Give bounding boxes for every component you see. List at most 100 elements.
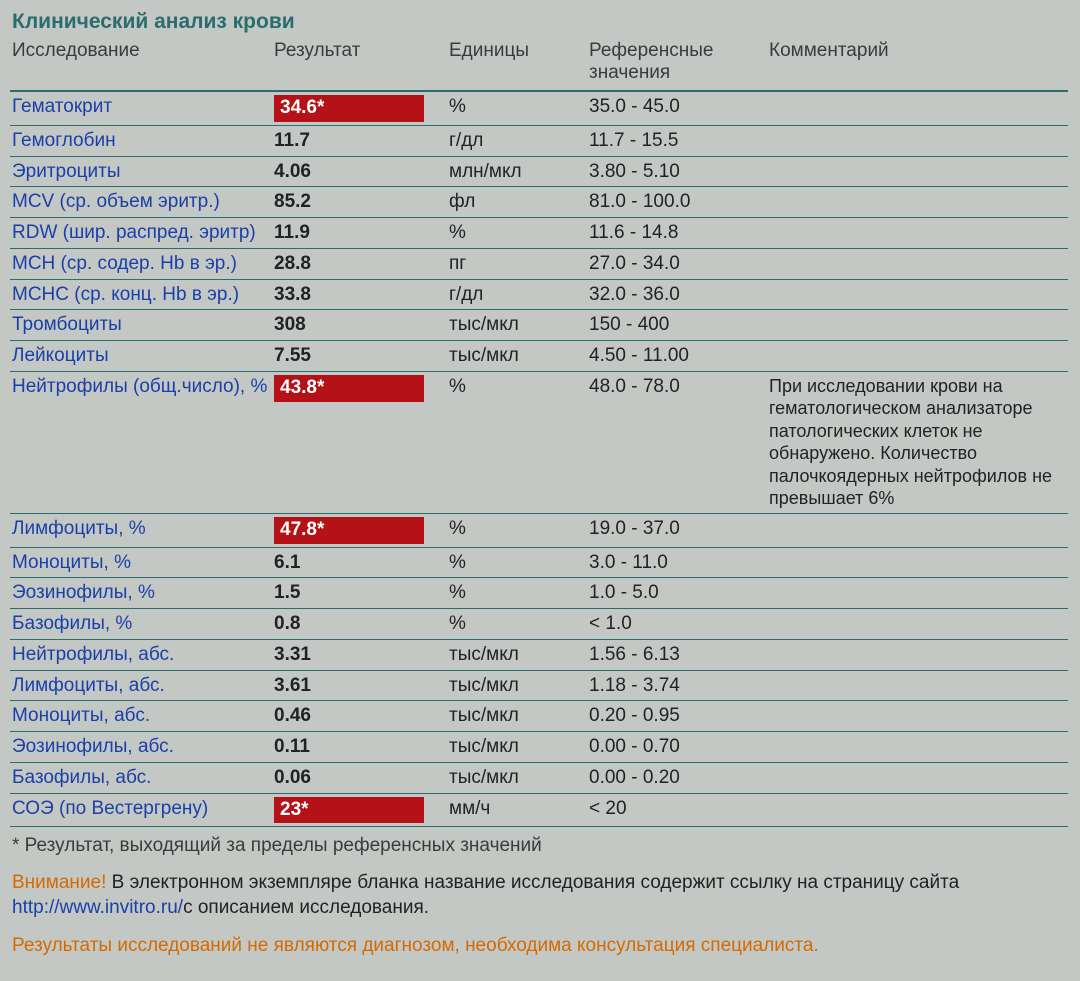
result-value: 0.8 bbox=[274, 613, 300, 634]
result-cell: 23* bbox=[272, 793, 447, 827]
result-cell: 43.8* bbox=[272, 371, 447, 513]
table-row: Гематокрит34.6*%35.0 - 45.0 bbox=[10, 91, 1068, 125]
table-row: Лимфоциты, %47.8*%19.0 - 37.0 bbox=[10, 513, 1068, 547]
comment bbox=[767, 670, 1068, 701]
reference-range: < 1.0 bbox=[587, 609, 767, 640]
result-cell: 34.6* bbox=[272, 91, 447, 125]
result-cell: 28.8 bbox=[272, 248, 447, 279]
table-row: Эозинофилы, %1.5%1.0 - 5.0 bbox=[10, 578, 1068, 609]
result-value: 28.8 bbox=[274, 253, 311, 274]
reference-range: 3.0 - 11.0 bbox=[587, 547, 767, 578]
test-name[interactable]: СОЭ (по Вестергрену) bbox=[10, 793, 272, 827]
comment bbox=[767, 701, 1068, 732]
test-name[interactable]: Лимфоциты, абс. bbox=[10, 670, 272, 701]
result-value: 1.5 bbox=[274, 582, 300, 603]
result-cell: 3.61 bbox=[272, 670, 447, 701]
test-name[interactable]: RDW (шир. распред. эритр) bbox=[10, 218, 272, 249]
units: % bbox=[447, 609, 587, 640]
test-name[interactable]: Моноциты, % bbox=[10, 547, 272, 578]
comment bbox=[767, 125, 1068, 156]
reference-range: 19.0 - 37.0 bbox=[587, 513, 767, 547]
result-value-flagged: 47.8* bbox=[274, 517, 424, 544]
test-name[interactable]: Лейкоциты bbox=[10, 341, 272, 372]
table-row: RDW (шир. распред. эритр)11.9%11.6 - 14.… bbox=[10, 218, 1068, 249]
result-cell: 11.9 bbox=[272, 218, 447, 249]
test-name[interactable]: Эозинофилы, абс. bbox=[10, 732, 272, 763]
footnote: * Результат, выходящий за пределы рефере… bbox=[10, 827, 1068, 861]
test-name[interactable]: Базофилы, абс. bbox=[10, 762, 272, 793]
result-cell: 1.5 bbox=[272, 578, 447, 609]
table-row: Лимфоциты, абс.3.61тыс/мкл1.18 - 3.74 bbox=[10, 670, 1068, 701]
warning-label: Внимание! bbox=[12, 872, 106, 893]
test-name[interactable]: MCHC (ср. конц. Hb в эр.) bbox=[10, 279, 272, 310]
result-cell: 4.06 bbox=[272, 156, 447, 187]
comment bbox=[767, 187, 1068, 218]
result-value: 0.46 bbox=[274, 705, 311, 726]
table-header-row: Исследование Результат Единицы Референсн… bbox=[10, 36, 1068, 91]
table-row: Нейтрофилы (общ.число), %43.8*%48.0 - 78… bbox=[10, 371, 1068, 513]
reference-range: 11.6 - 14.8 bbox=[587, 218, 767, 249]
col-header-result: Результат bbox=[272, 36, 447, 91]
comment bbox=[767, 732, 1068, 763]
table-row: Базофилы, абс.0.06тыс/мкл0.00 - 0.20 bbox=[10, 762, 1068, 793]
warning-text-after: с описанием исследования. bbox=[183, 897, 429, 918]
result-cell: 33.8 bbox=[272, 279, 447, 310]
test-name[interactable]: MCH (ср. содер. Hb в эр.) bbox=[10, 248, 272, 279]
col-header-comment: Комментарий bbox=[767, 36, 1068, 91]
table-row: Лейкоциты7.55тыс/мкл4.50 - 11.00 bbox=[10, 341, 1068, 372]
test-name[interactable]: Нейтрофилы (общ.число), % bbox=[10, 371, 272, 513]
reference-range: 0.00 - 0.20 bbox=[587, 762, 767, 793]
warning-note: Внимание! В электронном экземпляре бланк… bbox=[10, 861, 1068, 924]
table-row: MCH (ср. содер. Hb в эр.)28.8пг27.0 - 34… bbox=[10, 248, 1068, 279]
comment bbox=[767, 762, 1068, 793]
reference-range: 3.80 - 5.10 bbox=[587, 156, 767, 187]
test-name[interactable]: Тромбоциты bbox=[10, 310, 272, 341]
result-value: 7.55 bbox=[274, 345, 311, 366]
result-cell: 3.31 bbox=[272, 639, 447, 670]
table-row: Базофилы, %0.8%< 1.0 bbox=[10, 609, 1068, 640]
comment bbox=[767, 248, 1068, 279]
result-value: 0.11 bbox=[274, 736, 310, 757]
result-value: 4.06 bbox=[274, 161, 311, 182]
units: % bbox=[447, 547, 587, 578]
units: тыс/мкл bbox=[447, 639, 587, 670]
results-table: Исследование Результат Единицы Референсн… bbox=[10, 36, 1068, 827]
comment bbox=[767, 639, 1068, 670]
units: тыс/мкл bbox=[447, 670, 587, 701]
units: % bbox=[447, 91, 587, 125]
test-name[interactable]: Эозинофилы, % bbox=[10, 578, 272, 609]
result-cell: 7.55 bbox=[272, 341, 447, 372]
test-name[interactable]: Лимфоциты, % bbox=[10, 513, 272, 547]
reference-range: 1.56 - 6.13 bbox=[587, 639, 767, 670]
units: тыс/мкл bbox=[447, 732, 587, 763]
reference-range: 27.0 - 34.0 bbox=[587, 248, 767, 279]
result-cell: 11.7 bbox=[272, 125, 447, 156]
result-value-flagged: 34.6* bbox=[274, 95, 424, 122]
comment bbox=[767, 513, 1068, 547]
units: тыс/мкл bbox=[447, 341, 587, 372]
units: фл bbox=[447, 187, 587, 218]
test-name[interactable]: Эритроциты bbox=[10, 156, 272, 187]
table-row: MCHC (ср. конц. Hb в эр.)33.8г/дл32.0 - … bbox=[10, 279, 1068, 310]
comment bbox=[767, 609, 1068, 640]
test-name[interactable]: Моноциты, абс. bbox=[10, 701, 272, 732]
warning-link[interactable]: http://www.invitro.ru/ bbox=[12, 897, 183, 918]
comment: При исследовании крови на гематологическ… bbox=[767, 371, 1068, 513]
test-name[interactable]: MCV (ср. объем эритр.) bbox=[10, 187, 272, 218]
reference-range: < 20 bbox=[587, 793, 767, 827]
reference-range: 32.0 - 36.0 bbox=[587, 279, 767, 310]
result-cell: 0.11 bbox=[272, 732, 447, 763]
test-name[interactable]: Гемоглобин bbox=[10, 125, 272, 156]
result-value: 11.7 bbox=[274, 130, 310, 151]
units: тыс/мкл bbox=[447, 701, 587, 732]
test-name[interactable]: Базофилы, % bbox=[10, 609, 272, 640]
result-value: 308 bbox=[274, 314, 306, 335]
col-header-units: Единицы bbox=[447, 36, 587, 91]
units: % bbox=[447, 218, 587, 249]
result-cell: 0.8 bbox=[272, 609, 447, 640]
table-row: Гемоглобин11.7г/дл11.7 - 15.5 bbox=[10, 125, 1068, 156]
comment bbox=[767, 91, 1068, 125]
result-cell: 0.06 bbox=[272, 762, 447, 793]
test-name[interactable]: Нейтрофилы, абс. bbox=[10, 639, 272, 670]
test-name[interactable]: Гематокрит bbox=[10, 91, 272, 125]
